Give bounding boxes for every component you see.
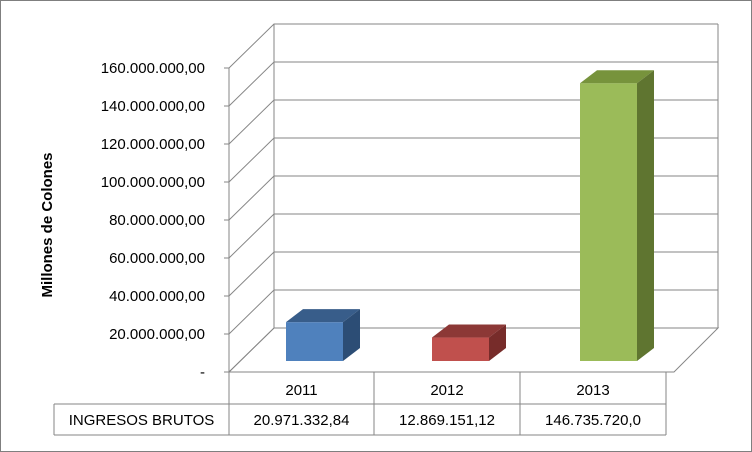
gridline — [228, 327, 718, 373]
bar-front-2011 — [286, 322, 343, 361]
bar-side-2013 — [637, 70, 654, 361]
bar-top-2011 — [286, 309, 360, 323]
gridline — [228, 61, 718, 107]
data-label-2011: 20.971.332,84 — [254, 412, 350, 429]
gridline — [228, 213, 718, 259]
y-tick-label: - — [200, 364, 205, 381]
category-label-2013: 2013 — [576, 382, 609, 399]
y-axis-label: Millones de Colones — [39, 152, 56, 297]
bar-side-2011 — [343, 309, 360, 361]
data-table: 2011 2012 2013 INGRESOS BRUTOS 20.971.332,84… — [53, 371, 667, 436]
gridline — [228, 99, 718, 145]
y-tick-label: 40.000.000,00 — [109, 288, 205, 305]
bar-front-2013 — [580, 83, 637, 361]
bar-top-2012 — [432, 324, 506, 338]
y-tick-label: 80.000.000,00 — [109, 212, 205, 229]
bar-top-2013 — [580, 70, 654, 84]
bars — [286, 70, 654, 361]
bar-side-2012 — [489, 324, 506, 361]
y-tick-label: 140.000.000,00 — [101, 98, 205, 115]
y-axis-ticks: - 20.000.000,00 40.000.000,00 60.000.000,00… — [101, 60, 205, 381]
gridlines — [224, 23, 718, 373]
gridline — [228, 251, 718, 297]
gridline — [228, 175, 718, 221]
y-tick-label: 160.000.000,00 — [101, 60, 205, 77]
y-tick-label: 120.000.000,00 — [101, 136, 205, 153]
gridline — [228, 137, 718, 183]
y-tick-label: 100.000.000,00 — [101, 174, 205, 191]
data-label-2012: 12.869.151,12 — [399, 412, 495, 429]
category-label-2012: 2012 — [430, 382, 463, 399]
gridline — [228, 23, 718, 69]
y-tick-label: 20.000.000,00 — [109, 326, 205, 343]
gridline — [228, 289, 718, 335]
data-label-2013: 146.735.720,0 — [545, 412, 641, 429]
category-label-2011: 2011 — [285, 382, 317, 399]
bar-front-2012 — [432, 337, 489, 361]
series-name-label: INGRESOS BRUTOS — [69, 412, 215, 429]
y-tick-label: 60.000.000,00 — [109, 250, 205, 267]
